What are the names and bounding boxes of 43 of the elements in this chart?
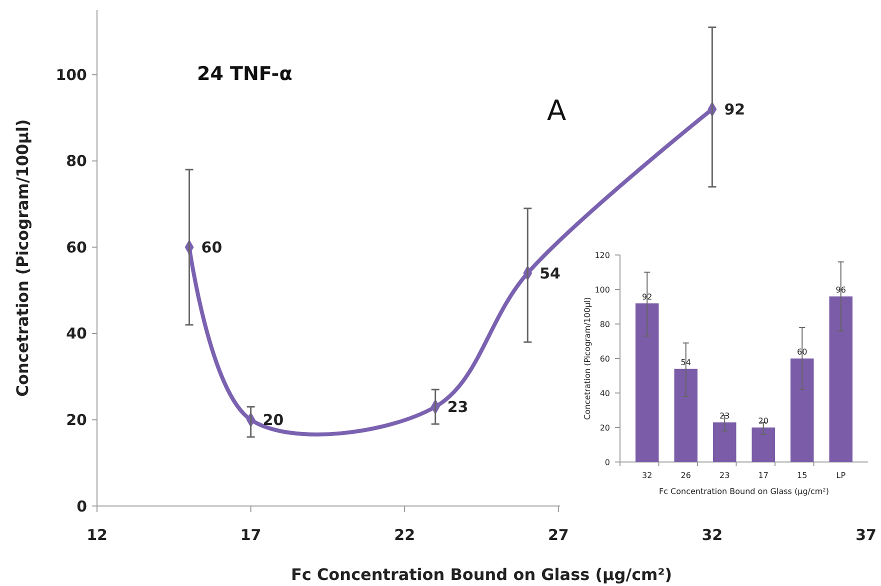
x-tick-label: 27 [548, 526, 569, 544]
x-tick-label: 12 [86, 526, 108, 544]
bar [752, 428, 775, 462]
y-tick-label: 60 [600, 354, 610, 364]
x-tick-label: 17 [240, 526, 262, 544]
y-tick-label: 0 [76, 497, 87, 516]
x-axis-title: Fc Concentration Bound on Glass (μg/cm²) [290, 565, 672, 584]
y-tick-label: 80 [600, 320, 610, 329]
y-axis-title: Concetration (Picogram/100μl) [583, 297, 592, 420]
x-tick-label: LP [836, 471, 846, 480]
y-tick-label: 120 [594, 250, 610, 260]
bar [829, 296, 852, 462]
data-label: 92 [724, 100, 746, 118]
x-tick-label: 22 [394, 526, 416, 544]
data-label: 20 [262, 410, 284, 429]
x-tick-label: 32 [702, 526, 723, 544]
x-tick-label: 26 [680, 471, 691, 480]
y-axis-title: Concetration (Picogram/100μl) [13, 119, 32, 397]
y-tick-label: 40 [600, 388, 610, 398]
bar [674, 368, 698, 462]
y-tick-label: 100 [594, 285, 610, 294]
bar [790, 358, 814, 462]
x-tick-label: 17 [758, 471, 768, 480]
x-tick-label: 15 [797, 471, 808, 480]
y-tick-label: 60 [66, 238, 87, 256]
x-axis-title: Fc Concentration Bound on Glass (μg/cm²) [658, 487, 830, 496]
annotation: A [547, 94, 566, 127]
text: 24 TNF-α [197, 63, 292, 85]
data-label: 54 [540, 264, 561, 282]
data-label: 20 [758, 416, 768, 426]
y-tick-label: 20 [600, 423, 610, 432]
y-tick-label: 0 [604, 458, 610, 467]
bar [713, 422, 736, 462]
data-label: 23 [447, 398, 468, 416]
x-tick-label: 37 [856, 526, 876, 544]
x-tick-label: 23 [720, 471, 730, 480]
y-tick-label: 40 [66, 324, 87, 343]
x-tick-label: 32 [642, 471, 652, 480]
y-tick-label: 20 [66, 410, 87, 429]
y-tick-label: 80 [66, 152, 87, 170]
data-label: 60 [201, 238, 222, 256]
y-tick-label: 100 [56, 66, 87, 84]
bar [636, 303, 659, 462]
